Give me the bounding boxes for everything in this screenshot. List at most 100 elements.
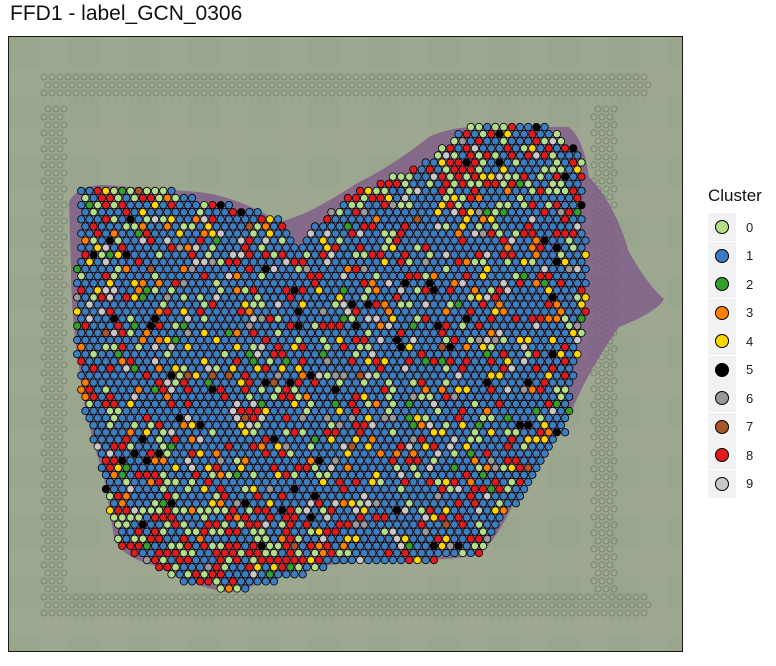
spot-cluster-1 xyxy=(503,229,512,238)
spot-cluster-9 xyxy=(339,300,348,309)
spot-cluster-8 xyxy=(437,186,447,195)
spot-cluster-0 xyxy=(204,506,213,515)
spot-cluster-8 xyxy=(462,357,471,366)
fiducial-spot xyxy=(576,89,584,97)
spot-cluster-1 xyxy=(376,406,385,416)
spot-cluster-8 xyxy=(491,293,500,302)
spot-cluster-8 xyxy=(81,321,90,330)
spot-cluster-1 xyxy=(392,279,402,288)
spot-cluster-1 xyxy=(360,534,369,543)
spot-cluster-1 xyxy=(323,456,332,465)
spot-cluster-9 xyxy=(355,555,365,565)
spot-cluster-3 xyxy=(552,300,562,309)
spot-cluster-0 xyxy=(241,286,250,295)
spot-cluster-3 xyxy=(368,435,377,444)
spot-cluster-8 xyxy=(507,179,516,188)
fiducial-spot xyxy=(560,593,568,601)
fiducial-spot xyxy=(144,593,152,601)
spot-cluster-1 xyxy=(499,406,508,416)
spot-cluster-1 xyxy=(134,314,143,323)
spot-cluster-8 xyxy=(110,399,119,408)
spot-cluster-1 xyxy=(142,385,151,394)
fiducial-spot xyxy=(598,465,606,473)
spot-cluster-1 xyxy=(306,357,315,366)
spot-cluster-0 xyxy=(179,548,188,558)
spot-cluster-1 xyxy=(138,548,147,558)
spot-cluster-1 xyxy=(306,257,315,266)
spot-cluster-1 xyxy=(192,499,201,508)
spot-cluster-1 xyxy=(425,222,434,231)
spot-cluster-3 xyxy=(343,463,352,472)
spot-cluster-1 xyxy=(524,208,533,217)
spot-cluster-4 xyxy=(237,421,246,430)
spot-cluster-1 xyxy=(220,250,229,259)
spot-cluster-0 xyxy=(552,130,562,139)
spot-cluster-4 xyxy=(360,392,369,401)
spot-cluster-1 xyxy=(278,293,287,302)
spot-cluster-8 xyxy=(487,314,496,323)
fiducial-spot xyxy=(602,505,610,513)
spot-cluster-3 xyxy=(134,286,143,295)
spot-cluster-1 xyxy=(335,250,344,259)
spot-cluster-1 xyxy=(130,307,139,316)
fiducial-spot xyxy=(216,89,224,97)
fiducial-spot xyxy=(200,593,208,601)
spot-cluster-1 xyxy=(159,201,168,210)
spot-cluster-1 xyxy=(511,442,520,451)
spot-cluster-1 xyxy=(269,307,279,316)
spot-cluster-4 xyxy=(290,342,299,352)
spot-cluster-1 xyxy=(384,463,393,472)
spot-cluster-0 xyxy=(474,463,484,472)
spot-cluster-4 xyxy=(85,257,94,266)
spot-cluster-5 xyxy=(392,506,402,515)
spot-cluster-9 xyxy=(470,144,479,153)
spot-cluster-1 xyxy=(327,222,336,231)
spot-cluster-9 xyxy=(101,286,111,295)
spot-cluster-1 xyxy=(224,314,233,323)
spot-cluster-1 xyxy=(183,442,192,451)
spot-cluster-1 xyxy=(560,328,570,337)
fiducial-spot xyxy=(610,345,618,353)
spot-cluster-5 xyxy=(130,449,139,458)
spot-cluster-1 xyxy=(351,293,361,302)
spot-cluster-1 xyxy=(331,513,340,522)
spot-cluster-1 xyxy=(323,555,332,565)
fiducial-spot xyxy=(236,81,244,89)
spot-cluster-1 xyxy=(265,243,274,252)
fiducial-spot xyxy=(40,401,48,409)
spot-cluster-1 xyxy=(569,201,578,210)
fiducial-spot xyxy=(600,73,608,81)
spot-cluster-1 xyxy=(138,406,147,416)
spot-cluster-1 xyxy=(401,406,410,416)
spot-cluster-1 xyxy=(519,186,529,195)
spot-cluster-1 xyxy=(380,399,389,408)
spot-cluster-4 xyxy=(265,215,274,224)
fiducial-spot xyxy=(40,529,48,537)
spot-cluster-0 xyxy=(491,208,500,217)
fiducial-spot xyxy=(400,89,408,97)
spot-cluster-0 xyxy=(401,179,410,188)
spot-cluster-1 xyxy=(519,470,529,479)
spot-cluster-3 xyxy=(503,186,512,195)
spot-cluster-9 xyxy=(93,442,102,451)
spot-cluster-1 xyxy=(220,307,229,316)
spot-cluster-1 xyxy=(556,264,566,274)
spot-cluster-1 xyxy=(245,293,254,302)
spot-cluster-8 xyxy=(290,257,299,266)
spot-cluster-1 xyxy=(544,130,553,139)
fiducial-spot xyxy=(348,81,356,89)
spot-cluster-0 xyxy=(183,570,192,579)
fiducial-spot xyxy=(568,73,576,81)
spot-cluster-1 xyxy=(228,563,238,572)
spot-cluster-8 xyxy=(466,193,475,203)
spot-cluster-1 xyxy=(507,222,516,231)
spot-cluster-1 xyxy=(540,193,549,203)
spot-cluster-1 xyxy=(364,215,373,224)
spot-cluster-0 xyxy=(167,541,176,550)
spot-cluster-1 xyxy=(454,328,463,337)
spot-cluster-1 xyxy=(138,321,147,330)
spot-cluster-1 xyxy=(155,520,164,529)
spot-cluster-1 xyxy=(347,385,356,394)
spot-cluster-1 xyxy=(331,328,340,337)
spot-cluster-1 xyxy=(540,335,549,345)
